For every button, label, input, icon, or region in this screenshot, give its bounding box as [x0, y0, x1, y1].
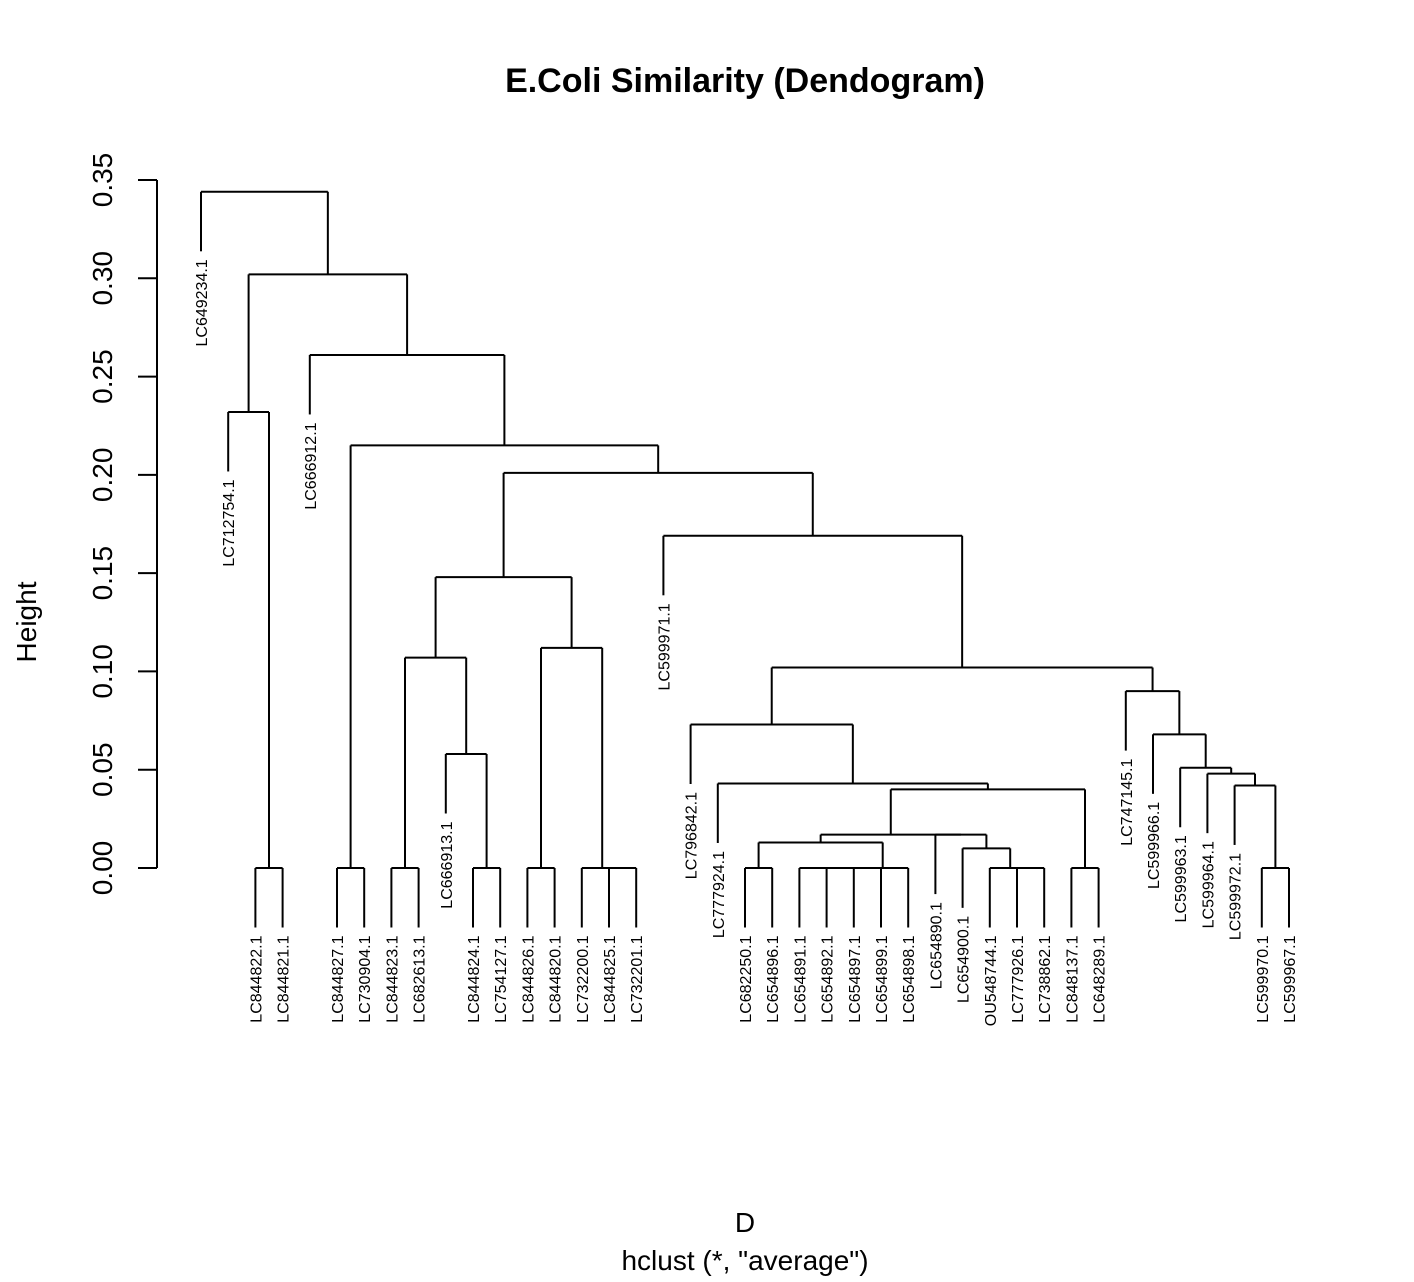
leaf-label: LC712754.1	[221, 479, 238, 566]
leaf-label: LC654900.1	[956, 916, 973, 1003]
leaf-label: LC649234.1	[194, 259, 211, 346]
leaf-label: LC599964.1	[1200, 841, 1217, 928]
leaf-label: LC654898.1	[901, 935, 918, 1022]
leaf-label: LC682250.1	[738, 935, 755, 1022]
y-axis: 0.00 0.05 0.10 0.15 0.20 0.25 0.30 0.35	[87, 153, 158, 896]
leaf-label: LC682613.1	[412, 935, 429, 1022]
dendrogram-branches	[200, 190, 1290, 928]
leaf-label: OU548744.1	[983, 935, 1000, 1026]
chart-subtitle: hclust (*, "average")	[621, 1245, 868, 1276]
leaf-label: LC730904.1	[357, 935, 374, 1022]
leaf-label: LC599970.1	[1255, 935, 1272, 1022]
leaf-label: LC848137.1	[1064, 935, 1081, 1022]
leaf-label: LC844825.1	[602, 935, 619, 1022]
leaf-label: LC599966.1	[1146, 802, 1163, 889]
leaf-label: LC777924.1	[711, 851, 728, 938]
leaf-label: LC796842.1	[684, 792, 701, 879]
leaf-label: LC747145.1	[1119, 758, 1136, 845]
leaf-label: LC844827.1	[330, 935, 347, 1022]
leaf-label: LC844822.1	[248, 935, 265, 1022]
leaf-label: LC732200.1	[575, 935, 592, 1022]
leaf-label: LC844826.1	[520, 935, 537, 1022]
leaf-label: LC844821.1	[276, 935, 293, 1022]
leaf-label: LC599967.1	[1282, 935, 1299, 1022]
y-tick-label: 0.15	[87, 546, 118, 601]
leaf-label: LC599963.1	[1173, 835, 1190, 922]
leaf-label: LC666913.1	[439, 821, 456, 908]
leaf-label: LC654897.1	[847, 935, 864, 1022]
leaf-label: LC654891.1	[792, 935, 809, 1022]
leaf-label: LC732201.1	[629, 935, 646, 1022]
chart-title: E.Coli Similarity (Dendogram)	[505, 62, 985, 100]
y-tick-label: 0.30	[87, 251, 118, 306]
leaf-label: LC654899.1	[874, 935, 891, 1022]
leaf-labels: LC649234.1 LC712754.1 LC844822.1 LC844821.1…	[194, 259, 1299, 1026]
leaf-label: LC654890.1	[928, 902, 945, 989]
leaf-label: LC599971.1	[656, 603, 673, 690]
leaf-label: LC754127.1	[493, 935, 510, 1022]
leaf-label: LC777926.1	[1010, 935, 1027, 1022]
leaf-label: LC738862.1	[1037, 935, 1054, 1022]
leaf-label: LC844824.1	[466, 935, 483, 1022]
y-tick-label: 0.00	[87, 841, 118, 896]
leaf-label: LC844823.1	[384, 935, 401, 1022]
y-tick-label: 0.25	[87, 349, 118, 404]
y-tick-label: 0.05	[87, 742, 118, 797]
y-tick-label: 0.10	[87, 644, 118, 699]
leaf-label: LC654896.1	[765, 935, 782, 1022]
leaf-label: LC666912.1	[303, 422, 320, 509]
leaf-label: LC648289.1	[1092, 935, 1109, 1022]
leaf-label: LC599972.1	[1228, 853, 1245, 940]
y-axis-label: Height	[11, 581, 42, 662]
y-tick-label: 0.20	[87, 448, 118, 503]
y-tick-label: 0.35	[87, 153, 118, 208]
leaf-label: LC844820.1	[548, 935, 565, 1022]
x-axis-label: D	[735, 1207, 755, 1238]
leaf-label: LC654892.1	[820, 935, 837, 1022]
